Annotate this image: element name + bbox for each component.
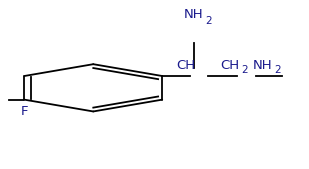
- Text: 2: 2: [241, 65, 248, 75]
- Text: F: F: [21, 105, 28, 118]
- Text: NH: NH: [184, 8, 203, 21]
- Text: NH: NH: [252, 59, 272, 72]
- Text: 2: 2: [205, 16, 212, 26]
- Text: CH: CH: [176, 59, 196, 72]
- Text: CH: CH: [220, 59, 239, 72]
- Text: 2: 2: [274, 65, 281, 75]
